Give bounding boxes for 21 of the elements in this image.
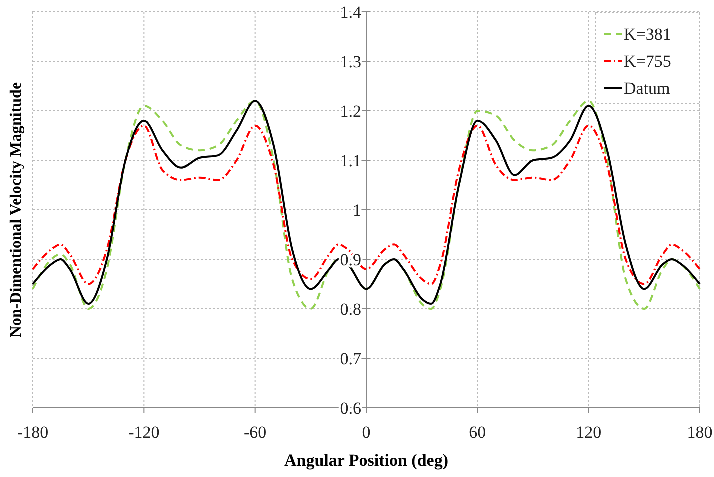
x-tick-label: -60 [244,423,267,442]
x-tick-label: -120 [128,423,160,442]
y-tick-label: 1.1 [340,151,362,170]
x-tick-label: 120 [576,423,602,442]
y-tick-label: 0.8 [340,300,362,319]
x-tick-label: 180 [687,423,713,442]
x-axis-title: Angular Position (deg) [284,451,449,470]
legend-label: K=755 [624,52,672,71]
y-tick-label: 0.6 [340,398,362,418]
line-series [32,124,701,286]
y-tick-label: 1 [353,200,362,220]
x-tick-label: 60 [469,423,486,442]
y-tick-label: 0.7 [340,349,362,368]
y-tick-label: 1.2 [340,102,362,121]
x-tick-label: -180 [17,423,49,442]
legend-label: Datum [624,79,670,98]
y-axis-title: Non-Dimentional Velocity Magnitude [8,82,25,338]
y-tick-label: 1.3 [340,52,362,72]
y-tick-label: 1.4 [340,2,362,22]
legend-label: K=381 [624,25,672,44]
x-tick-label: 0 [362,423,371,442]
